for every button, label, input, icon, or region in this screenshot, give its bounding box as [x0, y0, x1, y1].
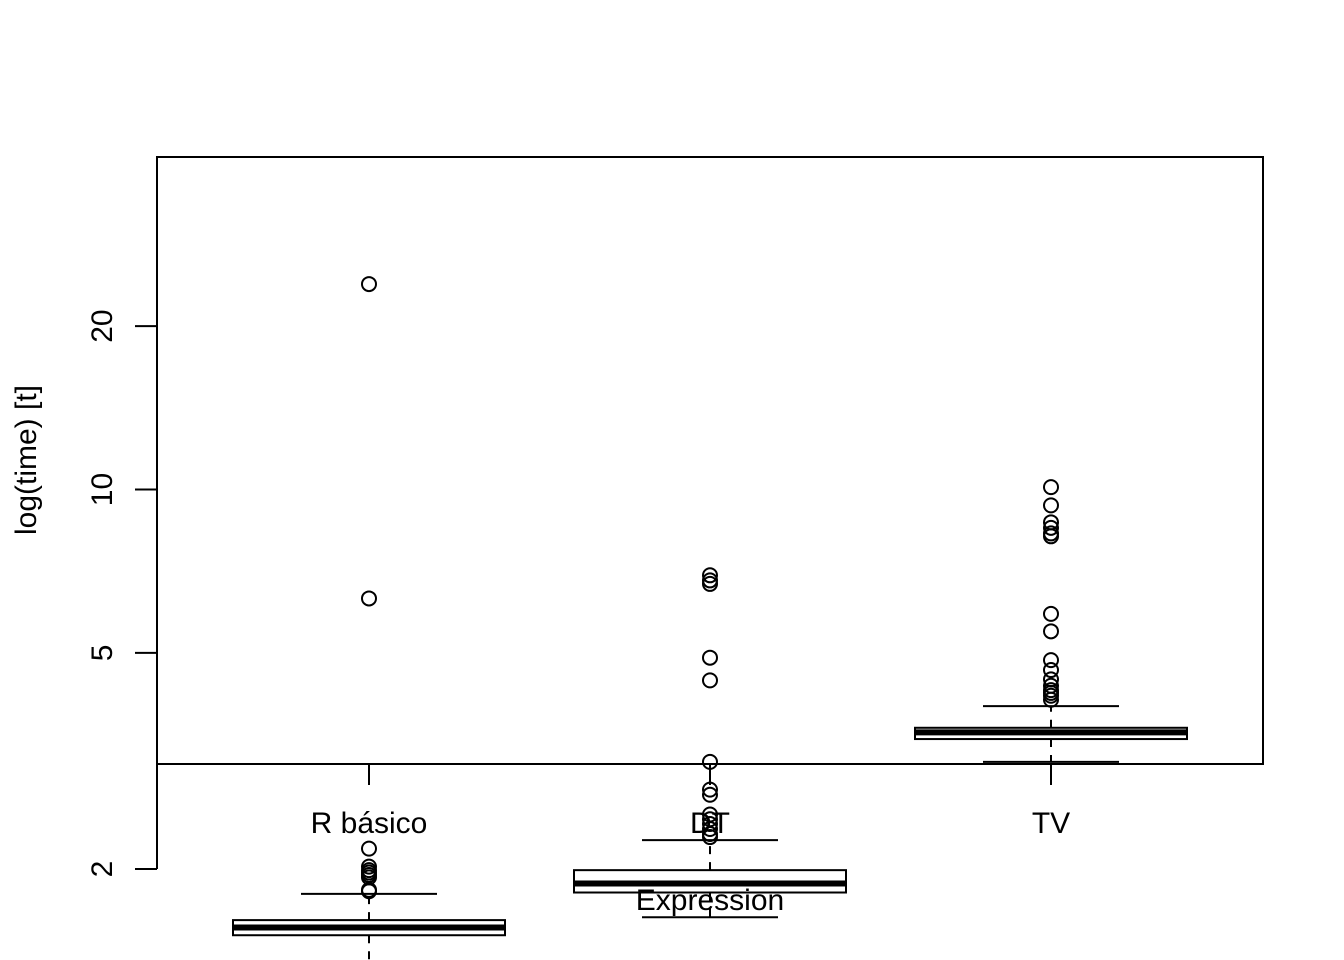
- outlier-point: [702, 786, 718, 803]
- y-tick-label: 5: [86, 645, 119, 662]
- outlier-point: [1043, 525, 1059, 542]
- y-axis-title: log(time) [t]: [10, 385, 43, 535]
- boxes-layer: [232, 276, 1188, 960]
- box-group: [573, 567, 847, 919]
- outlier-point: [1043, 519, 1059, 536]
- outlier-point: [1043, 682, 1059, 699]
- box-group: [232, 276, 506, 960]
- outlier-point: [361, 858, 377, 875]
- outlier-point: [1043, 514, 1059, 531]
- x-tick-label: TV: [1032, 807, 1070, 840]
- y-tick-label: 20: [86, 309, 119, 342]
- outlier-point: [361, 276, 377, 293]
- outlier-point: [702, 672, 718, 689]
- y-tick-label: 2: [86, 861, 119, 878]
- outlier-point: [1043, 623, 1059, 640]
- outlier-point: [1043, 652, 1059, 669]
- outlier-point: [702, 811, 718, 828]
- outlier-point: [702, 753, 718, 770]
- box-group: [914, 479, 1188, 763]
- outlier-point: [1043, 662, 1059, 679]
- x-axis: R básico DT TV: [311, 764, 1070, 840]
- outlier-point: [361, 590, 377, 607]
- x-axis-title: Expression: [636, 884, 784, 917]
- outlier-point: [702, 816, 718, 833]
- outlier-point: [1043, 479, 1059, 496]
- outlier-point: [1043, 677, 1059, 694]
- outlier-point: [1043, 671, 1059, 688]
- y-axis: 2 5 10 20: [86, 309, 158, 878]
- outlier-point: [702, 649, 718, 666]
- outlier-point: [1043, 605, 1059, 622]
- y-tick-label: 10: [86, 473, 119, 506]
- outlier-point: [702, 781, 718, 798]
- outlier-point: [1043, 497, 1059, 514]
- outlier-point: [361, 840, 377, 857]
- outlier-point: [702, 567, 718, 584]
- x-tick-label: R básico: [311, 807, 428, 840]
- outlier-point: [702, 806, 718, 823]
- outlier-point: [702, 572, 718, 589]
